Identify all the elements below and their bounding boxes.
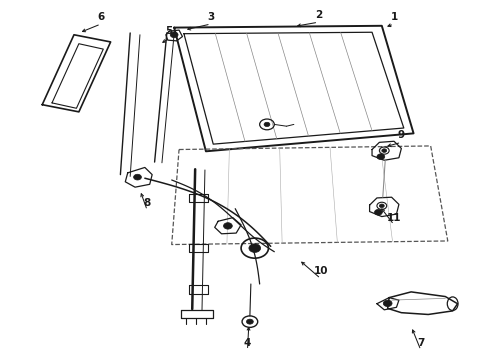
Text: 10: 10 — [314, 266, 328, 276]
Circle shape — [382, 149, 387, 152]
Circle shape — [377, 154, 385, 159]
Circle shape — [374, 210, 382, 215]
Circle shape — [246, 319, 253, 324]
Text: 8: 8 — [144, 198, 151, 208]
Circle shape — [379, 204, 384, 208]
Text: 3: 3 — [207, 12, 215, 22]
Text: 11: 11 — [387, 213, 401, 222]
Circle shape — [383, 300, 392, 307]
Circle shape — [264, 122, 270, 127]
Text: 7: 7 — [417, 338, 425, 348]
Text: 9: 9 — [398, 130, 405, 140]
Circle shape — [134, 174, 142, 180]
Circle shape — [249, 244, 261, 252]
Text: 4: 4 — [244, 338, 251, 348]
Circle shape — [170, 32, 178, 38]
Text: 6: 6 — [97, 12, 104, 22]
Circle shape — [223, 223, 232, 229]
Text: 1: 1 — [391, 12, 398, 22]
Text: 5: 5 — [166, 26, 173, 36]
Text: 2: 2 — [315, 10, 322, 20]
